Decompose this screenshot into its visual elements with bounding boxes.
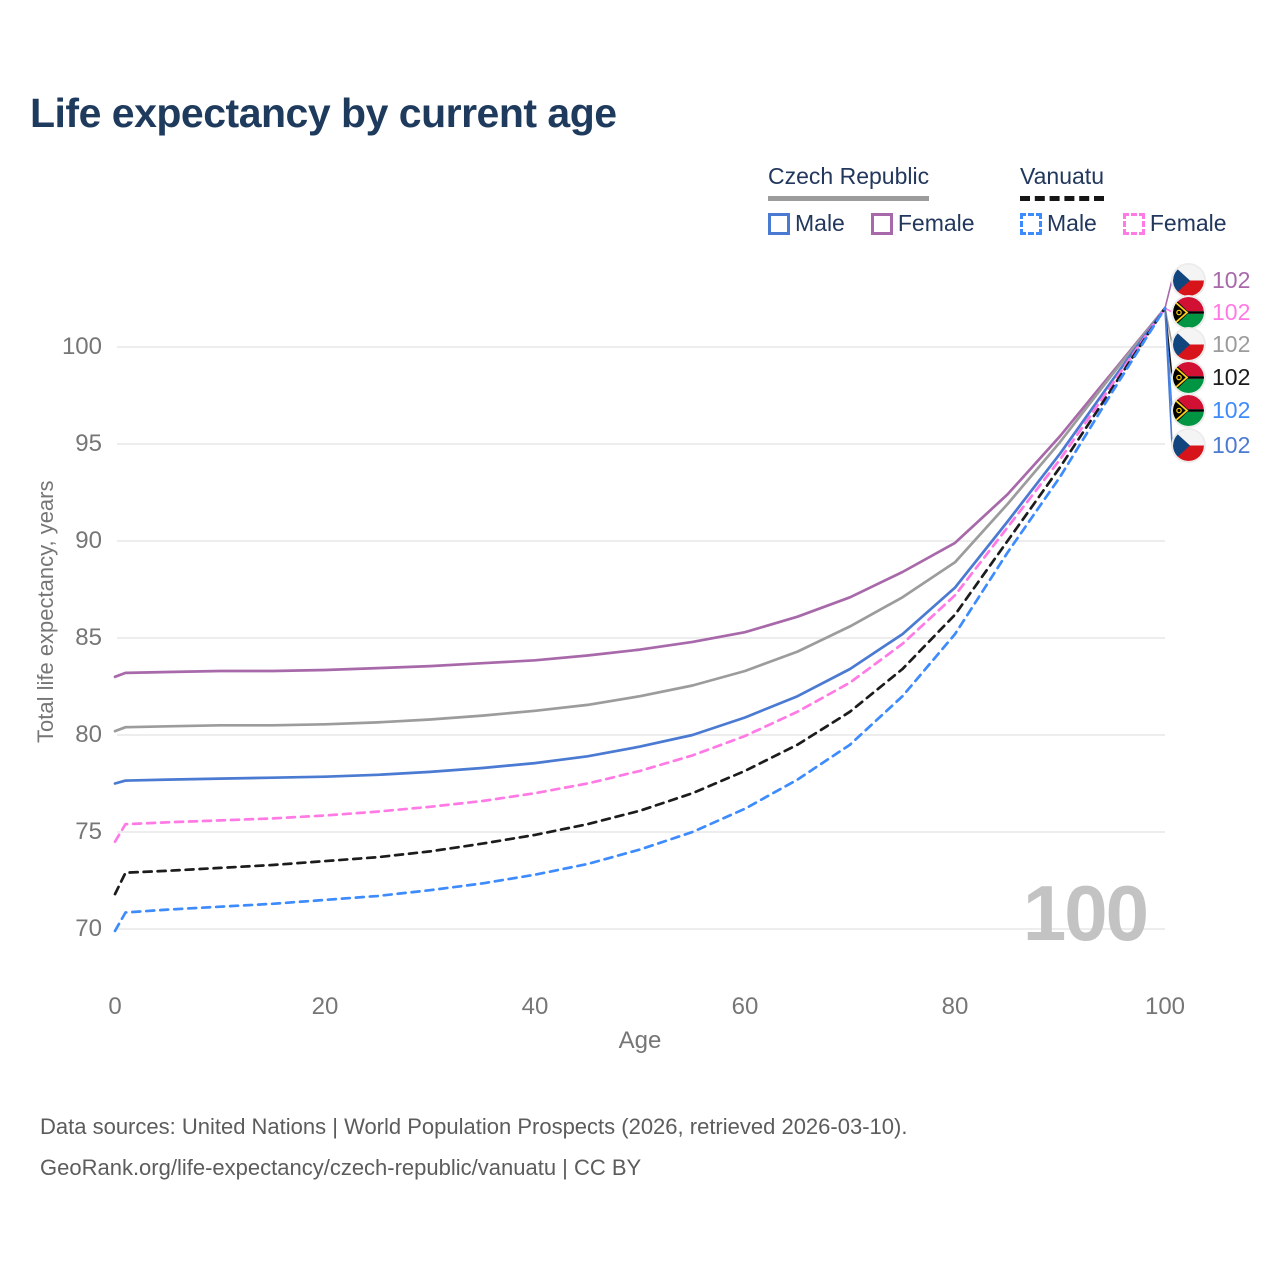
legend-group-title-vanuatu[interactable]: Vanuatu [1020, 163, 1104, 201]
legend-item-label: Male [795, 210, 845, 236]
x-axis-title: Age [618, 1027, 662, 1054]
end-label-czech-republic-female: 102 [1173, 264, 1250, 296]
czech-flag-icon [1173, 429, 1204, 461]
legend-items-czech-republic: Male Female [768, 210, 975, 237]
y-axis-title: Total life expectancy, years [33, 480, 58, 744]
end-label-value: 102 [1212, 363, 1251, 390]
page-title: Life expectancy by current age [30, 90, 617, 136]
x-tick-label: 0 [108, 993, 122, 1020]
footer: Data sources: United Nations | World Pop… [40, 1106, 907, 1188]
legend-group-czech-republic: Czech Republic Male Female [768, 163, 975, 237]
series-line-vanuatu-female[interactable] [113, 306, 1167, 844]
czech-flag-icon [1173, 328, 1204, 360]
legend-item-vanuatu-female[interactable]: Female [1122, 210, 1227, 237]
czech-male-swatch-icon [768, 212, 790, 235]
series-line-vanuatu-both-sexes[interactable] [113, 306, 1167, 896]
footer-attribution: GeoRank.org/life-expectancy/czech-republ… [40, 1155, 642, 1180]
end-label-value: 102 [1212, 298, 1251, 325]
y-tick-label: 80 [75, 721, 102, 748]
y-tick-label: 85 [75, 624, 102, 651]
footer-sources: Data sources: United Nations | World Pop… [40, 1114, 908, 1139]
legend-items-vanuatu: Male Female [1020, 210, 1227, 237]
end-label-vanuatu-male: 102 [1173, 394, 1250, 426]
x-tick-label: 40 [521, 993, 549, 1020]
legend-group-title-czech-republic[interactable]: Czech Republic [768, 163, 930, 201]
legend-group-vanuatu: Vanuatu Male Female [1020, 163, 1227, 237]
vanuatu-flag-icon [1173, 394, 1204, 426]
end-label-value: 102 [1212, 266, 1251, 293]
x-tick-label: 80 [941, 993, 969, 1020]
series-line-czech-republic-both-sexes[interactable] [113, 306, 1167, 733]
y-tick-label: 100 [61, 333, 102, 360]
series-line-czech-republic-male[interactable] [113, 306, 1167, 785]
end-label-vanuatu-both-sexes: 102 [1173, 361, 1250, 393]
legend-item-vanuatu-male[interactable]: Male [1020, 210, 1097, 237]
czech-female-swatch-icon [870, 212, 893, 235]
end-label-value: 102 [1212, 431, 1251, 458]
end-label-vanuatu-female: 102 [1173, 296, 1250, 328]
x-tick-label: 100 [1144, 993, 1186, 1020]
czech-flag-icon [1173, 264, 1204, 296]
x-tick-label: 60 [731, 993, 759, 1020]
legend-item-czech-female[interactable]: Female [870, 210, 975, 237]
end-label-czech-republic-male: 102 [1173, 429, 1250, 461]
end-label-value: 102 [1212, 396, 1251, 423]
series-line-czech-republic-female[interactable] [113, 306, 1167, 679]
legend-item-label: Male [1047, 210, 1097, 236]
age-frame-watermark: 100 [1022, 869, 1149, 957]
vanuatu-flag-icon [1173, 361, 1204, 393]
legend-item-czech-male[interactable]: Male [768, 210, 845, 237]
vanuatu-flag-icon [1173, 296, 1204, 328]
vanuatu-male-swatch-icon [1020, 212, 1042, 235]
y-tick-label: 90 [75, 527, 102, 554]
y-tick-label: 70 [75, 915, 102, 942]
series-line-vanuatu-male[interactable] [113, 306, 1167, 933]
y-tick-label: 75 [75, 818, 102, 845]
legend-item-label: Female [897, 210, 975, 236]
end-label-czech-republic-both-sexes: 102 [1173, 328, 1250, 360]
legend-item-label: Female [1149, 210, 1227, 236]
x-tick-label: 20 [311, 993, 339, 1020]
y-tick-label: 95 [75, 430, 102, 457]
vanuatu-female-swatch-icon [1122, 212, 1145, 235]
line-chart [113, 279, 1177, 933]
end-label-value: 102 [1212, 330, 1251, 357]
